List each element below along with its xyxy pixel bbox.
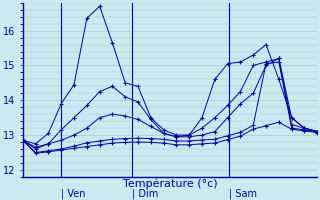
Text: | Ven: | Ven — [61, 188, 85, 199]
Text: | Dim: | Dim — [132, 188, 158, 199]
Text: | Sam: | Sam — [229, 188, 257, 199]
X-axis label: Température (°c): Température (°c) — [123, 178, 217, 189]
